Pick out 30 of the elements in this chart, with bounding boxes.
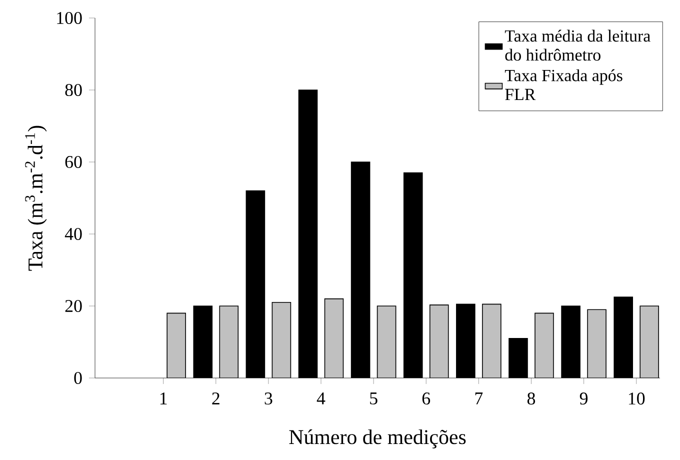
y-axis-title: Taxa (m$^{3}$.m$^{-2}$.d$^{-1}$) — [25, 126, 47, 271]
y-tick-label: 0 — [74, 372, 82, 384]
legend-label: Taxa média da leitura do hidrômetro — [504, 30, 650, 61]
x-tick-label: 5 — [370, 392, 378, 404]
x-tick-label: 6 — [422, 392, 430, 405]
y-tick-label: 40 — [64, 228, 82, 240]
bar — [272, 302, 292, 378]
y-tick-label: 80 — [65, 84, 82, 96]
x-tick-label: 1 — [160, 392, 167, 404]
x-tick-label: 7 — [475, 392, 483, 404]
bar — [219, 306, 239, 378]
bar — [640, 306, 660, 378]
bar — [324, 298, 344, 378]
legend-label: Taxa Fixada após FLR — [504, 69, 622, 100]
y-tick-label: 20 — [65, 300, 82, 312]
x-tick-label: 9 — [580, 392, 588, 405]
x-tick-label: 2 — [212, 392, 220, 404]
y-tick-label: 60 — [65, 156, 82, 168]
x-tick-label: 10 — [628, 392, 645, 405]
bar — [166, 312, 186, 378]
bar — [587, 309, 606, 378]
bar — [376, 306, 396, 378]
x-axis-title: Número de medições — [289, 429, 466, 448]
x-tick-label: 3 — [264, 392, 272, 405]
x-tick-label: 8 — [527, 392, 536, 405]
y-tick-label: 100 — [57, 12, 82, 24]
bar — [482, 304, 502, 378]
x-tick-label: 4 — [316, 392, 326, 404]
bar — [429, 304, 449, 378]
bar — [534, 312, 554, 378]
